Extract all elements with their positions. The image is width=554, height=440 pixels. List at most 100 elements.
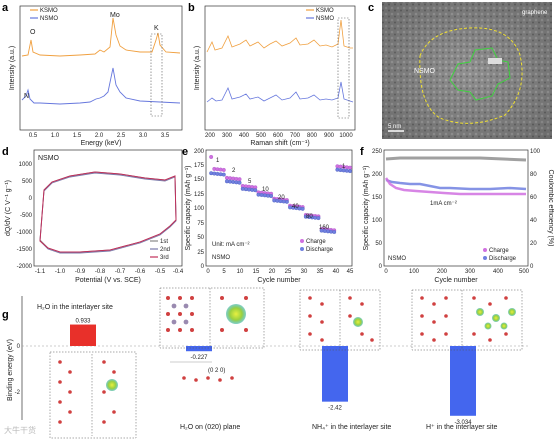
xtick-b: 400: [239, 133, 250, 139]
bar-label: H₂O in the interlayer site: [37, 304, 113, 311]
xtick-d: -0.5: [155, 269, 166, 275]
rate-label: 20: [278, 195, 285, 201]
rate-note-f: 1mA cm⁻²: [430, 201, 457, 207]
xtick-b: 600: [273, 133, 284, 139]
yticks-e: 0 25 50 75 100 125 150 175 200: [194, 149, 205, 270]
xtick-b: 700: [290, 133, 301, 139]
binding-energy-bar: [70, 324, 96, 346]
panel-g: g 0 -2 Binding energy (eV) 0.933 -0.227 -2…: [2, 287, 530, 439]
xtick-b: 800: [307, 133, 318, 139]
capacity-discharge-curve: [385, 178, 527, 191]
panel-label-c: c: [368, 2, 374, 14]
name-e: NSMO: [212, 255, 230, 261]
plane-note: (0 2 0): [208, 368, 225, 374]
ytick-f: 250: [372, 149, 383, 155]
legend-marker-charge-e: [300, 239, 304, 243]
discharge-point: [237, 180, 242, 185]
panel-label-e: e: [182, 146, 188, 158]
ytick-e: 25: [197, 250, 204, 256]
rate-label: 1: [342, 164, 346, 170]
ytick-f: 150: [372, 195, 383, 201]
xtick-a: 3.5: [161, 133, 170, 139]
xtick-a: 2.0: [95, 133, 104, 139]
bar-value-label: -2.42: [328, 406, 342, 412]
lattice-marker: [488, 58, 502, 64]
xtick-a: 0.5: [29, 133, 38, 139]
axes-frame-e: [205, 149, 353, 267]
panel-label-d: d: [2, 146, 9, 158]
binding-energy-bar: [450, 346, 476, 416]
xtick-b: 200: [205, 133, 216, 139]
xtick-a: 1.0: [51, 133, 60, 139]
rate-points: [209, 155, 352, 234]
graphene-tag: graphene: [522, 10, 548, 16]
ytick-d: -2000: [17, 264, 33, 270]
ytick-e: 50: [197, 235, 204, 241]
cv-curve-3rd: [39, 171, 177, 253]
legend-d: 1st 2nd 3rd: [150, 239, 170, 261]
xtick-f: 500: [519, 269, 530, 275]
discharge-point: [348, 169, 352, 174]
cv-curve-1st: [39, 171, 177, 253]
legend-2nd: 2nd: [160, 247, 170, 253]
xtick-e: 0: [206, 269, 210, 275]
ylabel-g: Binding energy (eV): [7, 339, 14, 401]
bar-label: NH₄⁺ in the interlayer site: [312, 424, 391, 431]
xticks-f: 0 100 200 300 400 500: [384, 269, 529, 275]
raman-curve-nsmo: [206, 81, 354, 103]
structure-inset-h2o-020: [159, 287, 265, 382]
legend-discharge-f: Discharge: [489, 256, 517, 262]
ytick-e: 0: [201, 264, 205, 270]
legend-1st: 1st: [160, 239, 168, 245]
ytick-e: 75: [197, 221, 204, 227]
legend-marker-discharge-f: [483, 256, 487, 260]
panel-label-f: f: [360, 146, 364, 158]
watermark: 大牛干货: [4, 425, 36, 435]
legend-marker-discharge-e: [300, 247, 304, 251]
ytick-d: 0: [29, 196, 33, 202]
xtick-e: 10: [237, 269, 244, 275]
ytick-e: 100: [194, 206, 205, 212]
charge-point: [221, 168, 226, 172]
ytick-right-f: 20: [530, 241, 537, 247]
xtick-e: 40: [333, 269, 340, 275]
ytick-e: 125: [194, 192, 205, 198]
structure-inset-h-interlayer: [411, 289, 523, 351]
eds-curve-nsmo: [21, 67, 181, 105]
ytick-e: 175: [194, 163, 205, 169]
panel-e: e 1 2 5 10 20 40 80 160 1 Unit: mA cm⁻² …: [182, 146, 354, 284]
xtick-e: 30: [301, 269, 308, 275]
binding-energy-bars: 0.933 -0.227 -2.42 -3.034: [70, 319, 476, 426]
legend-charge-f: Charge: [489, 248, 509, 254]
rate-label: 80: [306, 214, 313, 220]
xtick-b: 1000: [339, 133, 353, 139]
ytick-d: -1000: [17, 230, 33, 236]
bar-value-label: 0.933: [75, 319, 91, 325]
peak-n: N: [24, 93, 29, 100]
ytick-right-f: 60: [530, 195, 537, 201]
axes-frame-d: [33, 149, 183, 267]
xtick-f: 0: [384, 269, 388, 275]
xtick-f: 100: [409, 269, 420, 275]
axes-frame-a: [19, 5, 183, 131]
xlabel-f: Cycle number: [434, 277, 478, 284]
xtick-b: 900: [324, 133, 335, 139]
ytick-d: -1500: [17, 247, 33, 253]
ytick-d: 500: [22, 179, 33, 185]
capacity-charge-curve: [384, 177, 526, 196]
charge-point: [209, 155, 214, 159]
raman-curve-ksmo: [206, 19, 353, 53]
legend-nsmo-b: NSMO: [316, 16, 334, 22]
scalebar-label: 5 nm: [388, 124, 401, 130]
panel-label-b: b: [188, 2, 195, 14]
axes-frame-b: [204, 5, 356, 131]
yticks-right-f: 0 20 40 60 80 100: [530, 149, 541, 270]
discharge-point: [300, 206, 305, 211]
xtick-e: 35: [317, 269, 324, 275]
xtick-e: 45: [347, 269, 354, 275]
legend-3rd: 3rd: [160, 255, 169, 261]
xlabel-a: Energy (keV): [81, 140, 122, 147]
ytick-d: -500: [20, 213, 33, 219]
